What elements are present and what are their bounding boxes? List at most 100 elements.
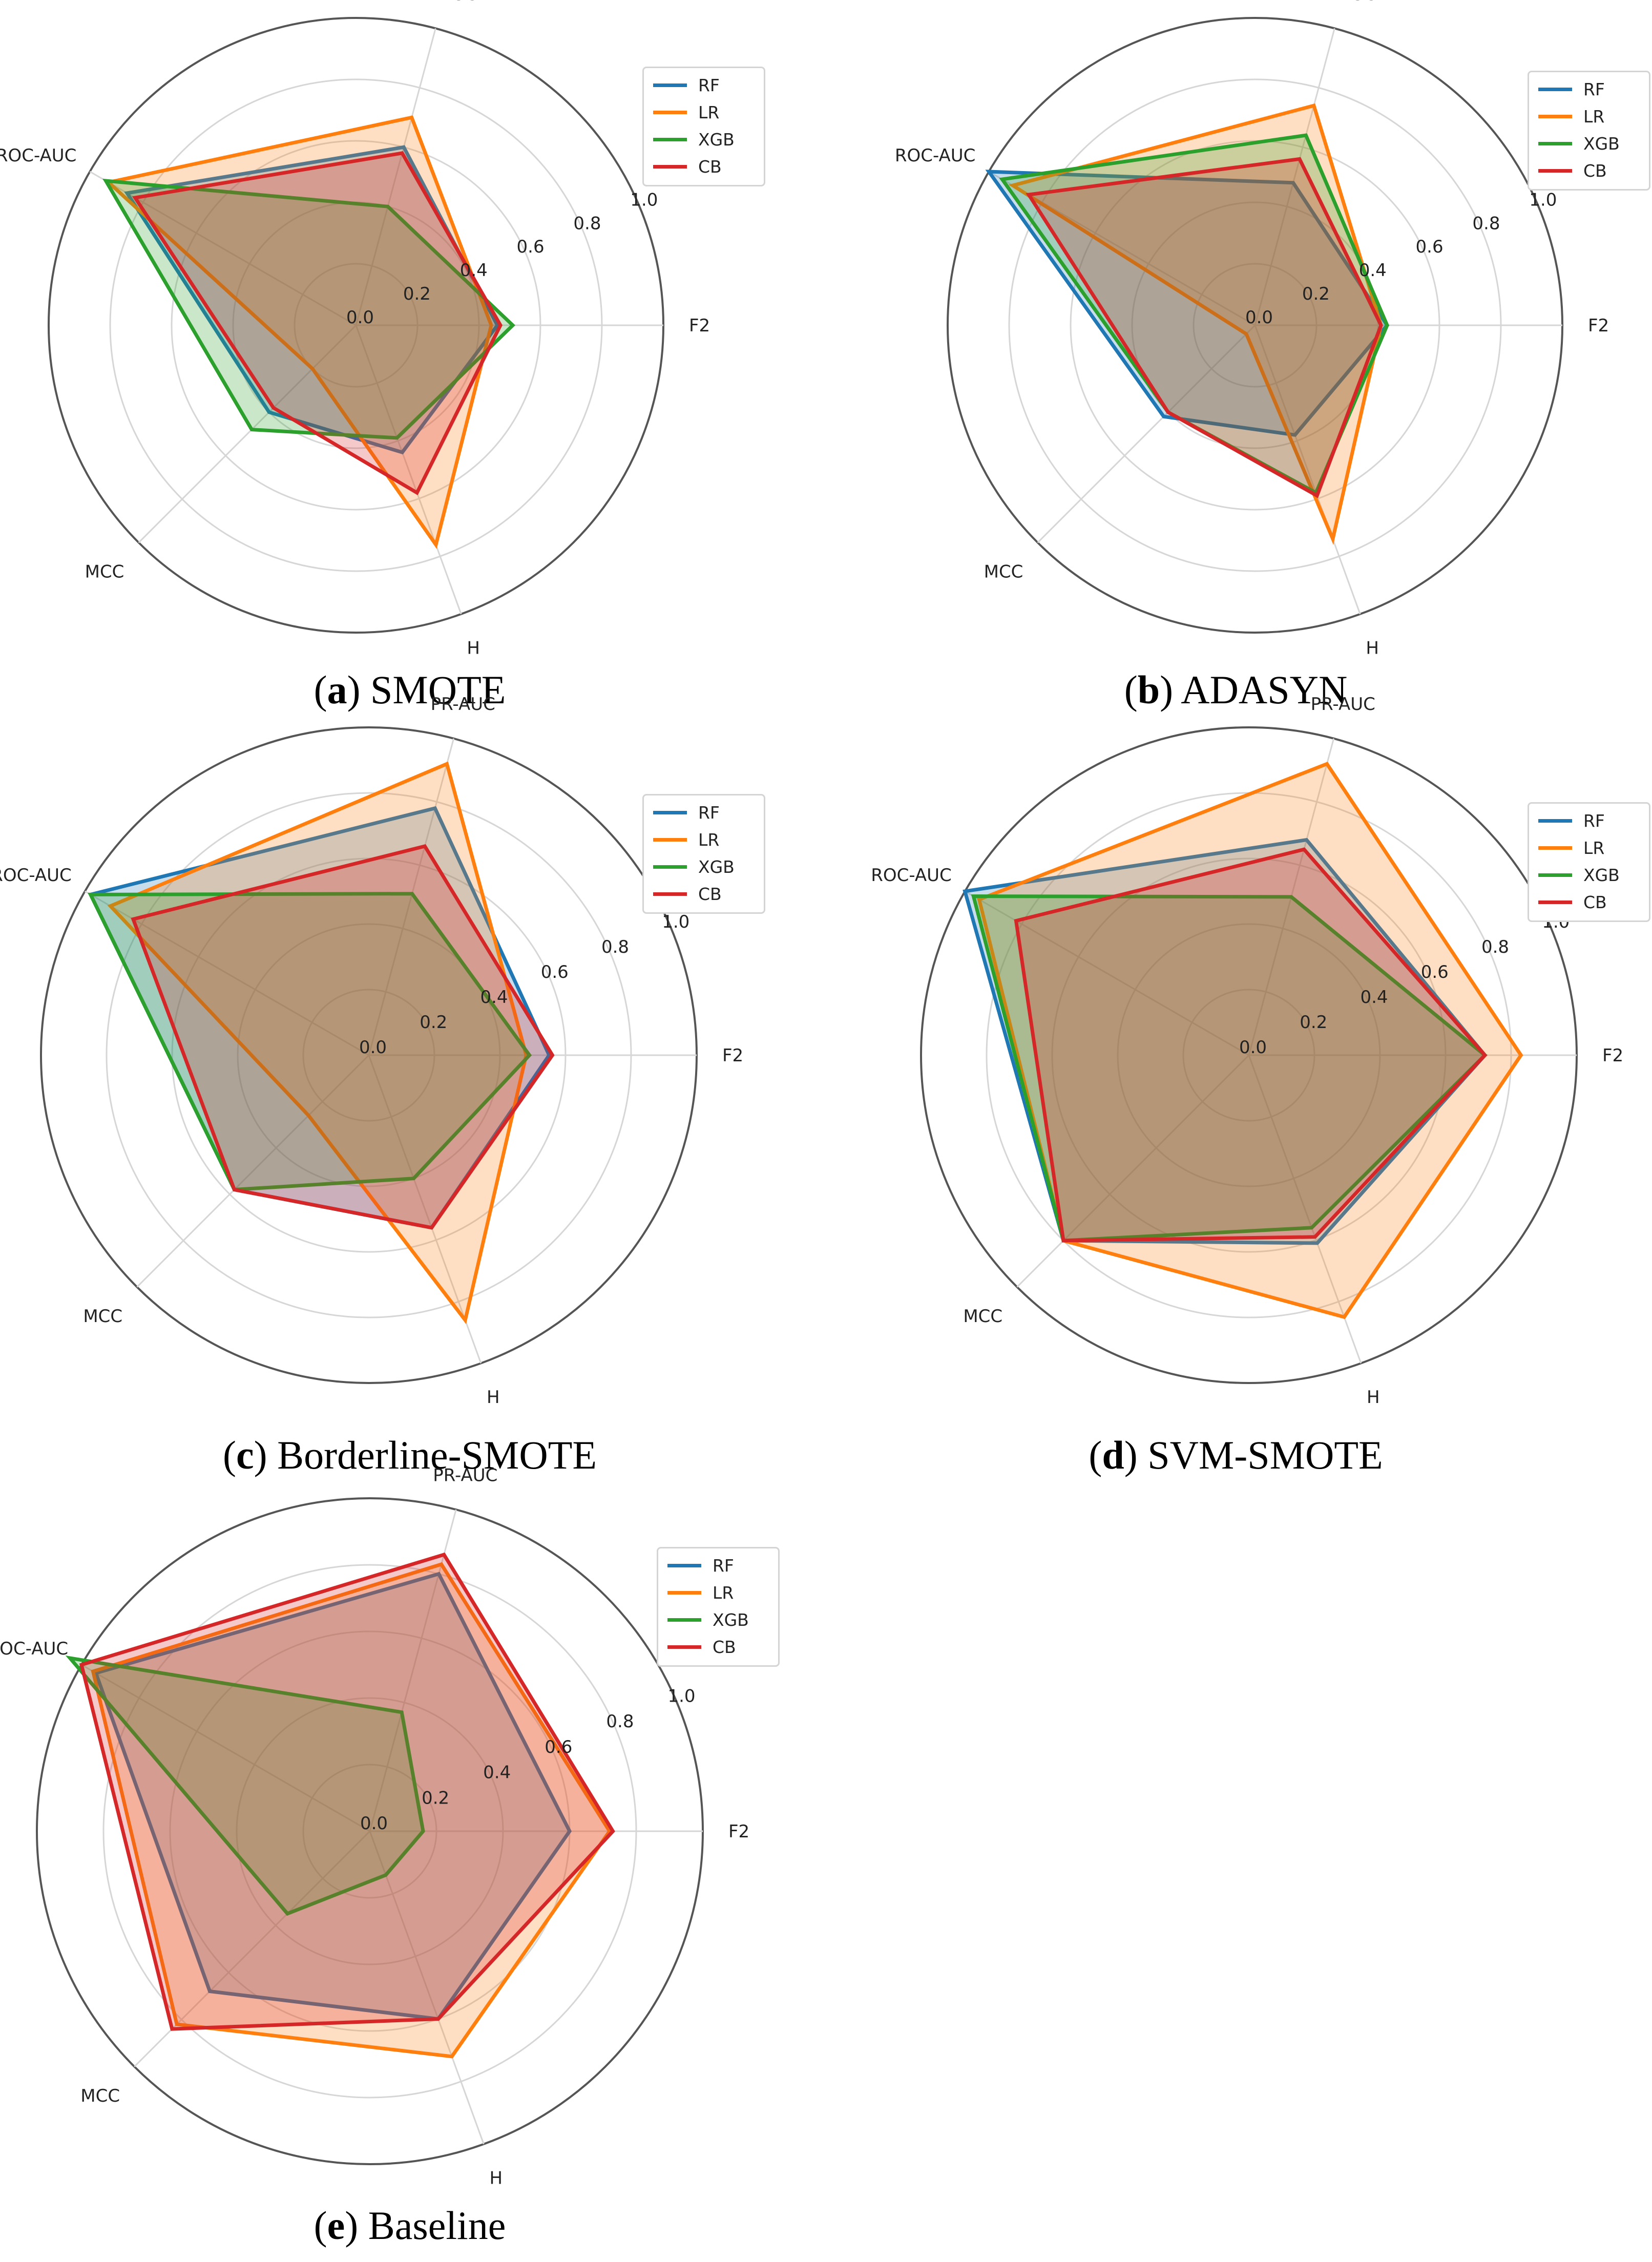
radial-tick-label: 0.4 (460, 260, 488, 281)
axis-label-pr-auc: PR-AUC (412, 0, 477, 5)
legend-swatch-cb (1538, 169, 1572, 173)
axis-spoke (1248, 1055, 1362, 1364)
legend-label-cb: CB (1583, 160, 1607, 181)
legend-label-lr: LR (713, 1582, 734, 1603)
legend-item-rf: RF (1538, 810, 1605, 831)
panel-title: Baseline (368, 2203, 506, 2248)
legend-label-rf: RF (713, 1555, 734, 1576)
axis-label-h: H (489, 2168, 503, 2189)
legend-label-cb: CB (713, 1637, 736, 1657)
series-lr (91, 1562, 612, 2059)
axis-label-roc-auc: ROC-AUC (895, 145, 976, 166)
panel-baseline: 0.0 0.2 0.4 0.6 0.8 1.0 F2 PR-AUC ROC-AUC MCC H RF… (0, 1465, 820, 2262)
legend-swatch-rf (1538, 819, 1572, 823)
axis-label-mcc: MCC (984, 562, 1023, 582)
panel-svm-smote: 0.0 0.2 0.4 0.6 0.8 1.0 F2 PR-AUC ROC-AUC MCC H RF… (820, 694, 1652, 1496)
legend: RF LR XGB CB (657, 1547, 780, 1667)
legend-swatch-lr (1538, 846, 1572, 850)
axis-spoke (1254, 325, 1361, 615)
legend-label-lr: LR (698, 829, 720, 850)
series-lr (1008, 103, 1383, 545)
panel-letter: d (1102, 1433, 1124, 1477)
legend-swatch-xgb (1538, 873, 1572, 877)
axis-label-roc-auc: ROC-AUC (0, 145, 76, 166)
legend-swatch-lr (653, 837, 687, 842)
legend: RF LR XGB CB (1528, 802, 1650, 922)
legend-swatch-rf (653, 810, 687, 814)
panel-letter: c (236, 1433, 254, 1477)
axis-label-f2: F2 (689, 316, 710, 336)
axis-spoke (1254, 28, 1335, 326)
legend-swatch-lr (667, 1590, 701, 1595)
panel-smote: 0.0 0.2 0.4 0.6 0.8 1.0 F2 PR-AUC ROC-AUC MCC H RF… (0, 0, 820, 727)
legend-swatch-xgb (667, 1618, 701, 1622)
axis-label-f2: F2 (1588, 316, 1609, 336)
radial-tick-label: 1.0 (662, 912, 689, 932)
legend-swatch-rf (1538, 87, 1572, 91)
radar-chart-baseline: 0.0 0.2 0.4 0.6 0.8 1.0 F2 PR-AUC ROC-AUC MCC H (0, 1465, 749, 2189)
radial-tick-label: 0.4 (483, 1763, 511, 1783)
legend-swatch-cb (653, 164, 687, 169)
legend-item-lr: LR (653, 102, 719, 122)
legend-item-rf: RF (653, 802, 720, 823)
legend-label-rf: RF (698, 75, 720, 95)
legend-label-rf: RF (1583, 79, 1605, 99)
axis-spoke (368, 1055, 482, 1364)
series-rf (93, 1572, 572, 2021)
legend-swatch-xgb (653, 865, 687, 869)
radial-tick-label: 0.2 (1302, 284, 1330, 304)
series-cb (79, 1552, 615, 2031)
legend-label-cb: CB (1583, 892, 1607, 912)
legend-item-lr: LR (667, 1582, 734, 1603)
axis-label-roc-auc: ROC-AUC (0, 1639, 68, 1659)
legend-item-lr: LR (1538, 837, 1604, 858)
axis-label-pr-auc: PR-AUC (1311, 694, 1375, 715)
panel-borderline-smote: 0.0 0.2 0.4 0.6 0.8 1.0 F2 PR-AUC ROC-AUC MCC H RF… (0, 694, 820, 1496)
panel-letter: e (327, 2203, 345, 2248)
radial-tick-label: 0.6 (517, 237, 545, 257)
legend-label-rf: RF (698, 802, 720, 823)
legend-swatch-xgb (1538, 141, 1572, 145)
axis-spoke (138, 324, 357, 543)
series-xgb (971, 894, 1488, 1243)
legend-label-xgb: XGB (713, 1609, 749, 1630)
legend-label-lr: LR (1583, 837, 1605, 858)
radar-chart-borderline-smote: 0.0 0.2 0.4 0.6 0.8 1.0 F2 PR-AUC ROC-AUC MCC H (0, 694, 743, 1408)
legend-label-lr: LR (698, 102, 720, 122)
radial-tick-label: 0.2 (403, 284, 431, 304)
axis-label-mcc: MCC (80, 2086, 120, 2106)
radial-tick-label: 0.8 (573, 213, 601, 234)
radial-tick-label: 0.4 (1359, 260, 1387, 281)
axis-label-pr-auc: PR-AUC (1311, 0, 1376, 5)
series-xgb (88, 892, 532, 1192)
series-xgb (65, 1656, 425, 1916)
legend: RF LR XGB CB (642, 67, 765, 186)
panel-caption: (b) ADASYN (1124, 667, 1348, 712)
panel-title: SMOTE (370, 667, 506, 712)
radial-tick-label: 1.0 (667, 1686, 695, 1706)
series-rf (985, 170, 1390, 437)
radial-tick-label: 0.6 (1421, 962, 1449, 982)
axis-label-roc-auc: ROC-AUC (871, 865, 952, 886)
legend-item-xgb: XGB (1538, 865, 1620, 885)
legend-item-rf: RF (653, 75, 720, 95)
legend-item-cb: CB (653, 156, 722, 177)
axis-label-h: H (487, 1387, 500, 1408)
panel-title: ADASYN (1181, 667, 1348, 712)
legend-label-xgb: XGB (1583, 133, 1620, 154)
radial-tick-label: 1.0 (630, 190, 658, 210)
axis-label-h: H (1367, 1387, 1380, 1408)
radial-tick-label: 0.0 (346, 307, 374, 328)
series-xgb (102, 178, 516, 440)
radial-tick-label: 0.8 (1472, 213, 1500, 234)
radial-tick-label: 0.8 (1481, 937, 1509, 957)
legend-label-rf: RF (1583, 810, 1605, 831)
series-rf (963, 837, 1488, 1245)
panel-caption: (a) SMOTE (313, 667, 506, 712)
radial-tick-label: 0.4 (480, 987, 508, 1008)
legend-item-lr: LR (653, 829, 719, 850)
radial-tick-label: 0.0 (359, 1037, 387, 1058)
legend-swatch-rf (653, 83, 687, 87)
radial-tick-label: 0.8 (601, 937, 629, 957)
